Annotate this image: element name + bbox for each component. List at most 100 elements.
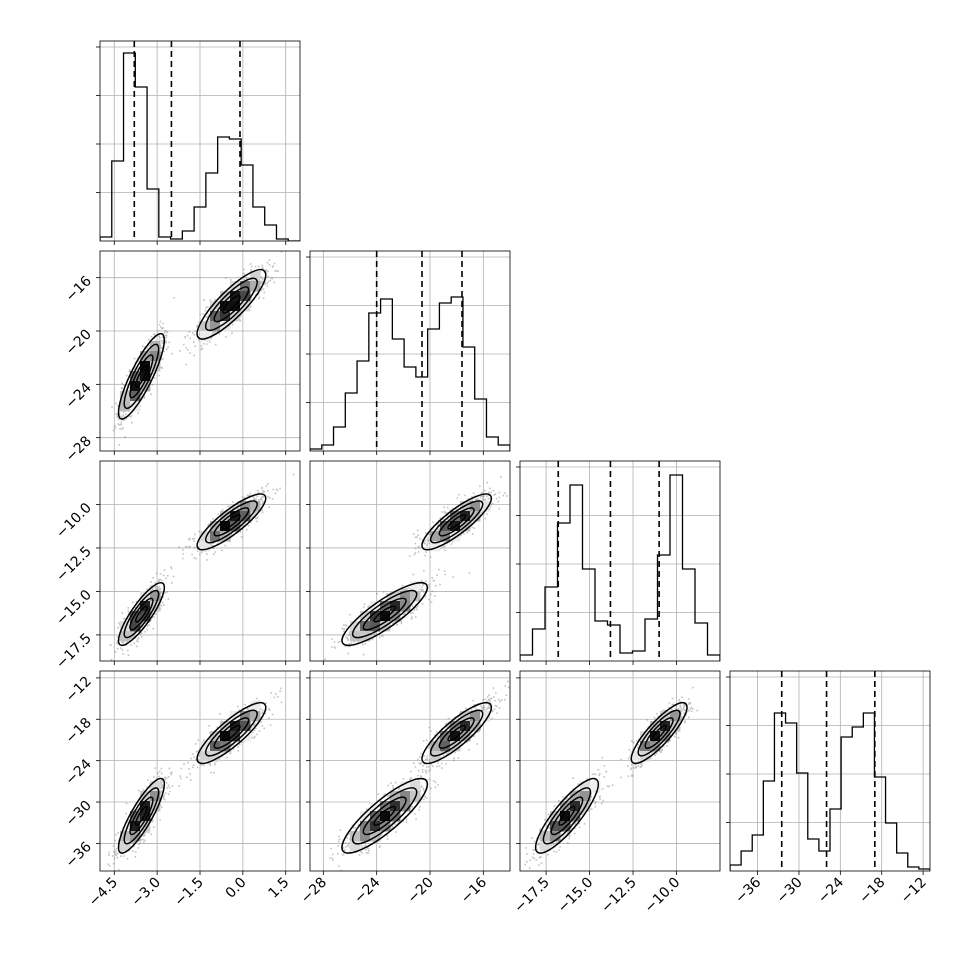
density-cell [230, 711, 241, 722]
density-cell [410, 591, 421, 602]
contour-ellipse [123, 589, 160, 639]
contour-ellipse [213, 507, 250, 537]
y-tick-label: −30 [63, 798, 95, 830]
density-cell [200, 751, 211, 762]
contour-ellipse [429, 709, 484, 757]
contour-ellipse [117, 332, 166, 420]
density-cell [560, 811, 571, 822]
contour-ellipse [204, 277, 258, 332]
y-tick-label: −24 [63, 380, 95, 412]
density-cell [570, 791, 581, 802]
density-cell [370, 601, 381, 612]
density-cell [540, 831, 551, 842]
density-cell [360, 811, 371, 822]
x-tick-label: −1.5 [171, 875, 206, 910]
density-cell [560, 801, 571, 812]
density-cell [150, 591, 161, 602]
density-cell [370, 611, 381, 622]
density-cell [650, 721, 661, 732]
density-cell [200, 331, 211, 342]
x-tick-label: −24 [815, 874, 847, 906]
density-cell [250, 701, 261, 712]
density-cell [120, 841, 131, 852]
density-cell [120, 621, 131, 632]
density-cell [650, 731, 661, 742]
density-cell [400, 591, 411, 602]
y-tick-label: −20 [63, 327, 95, 359]
y-tick-label: −16 [63, 273, 95, 305]
contour-ellipse [447, 724, 467, 742]
density-cell [550, 831, 561, 842]
density-cell [370, 621, 381, 632]
contour-ellipse [362, 796, 407, 836]
density-cell [200, 531, 211, 542]
density-cell [380, 611, 391, 622]
density-cell [250, 271, 261, 282]
density-cell [210, 751, 221, 762]
density-cell [240, 731, 251, 742]
scatter-panel-2-1 [306, 460, 511, 665]
density-cell [140, 591, 151, 602]
contour-ellipse [213, 717, 250, 749]
scatter-panel-1-0: −28 −24 −20 −16 [63, 250, 301, 465]
density-cell [430, 541, 441, 552]
contour-ellipse [196, 701, 267, 765]
density-cell [380, 811, 391, 822]
contour-ellipse [550, 796, 584, 836]
x-tick-label: −3.0 [129, 875, 164, 910]
density-cell [210, 521, 221, 532]
density-cell [630, 751, 641, 762]
contour-ellipse [123, 343, 160, 410]
contour-ellipse [134, 605, 148, 623]
density-cell [250, 501, 261, 512]
contour-ellipse [222, 514, 241, 530]
contour-ellipse [204, 709, 258, 757]
density-cell [370, 811, 381, 822]
density-cell [360, 831, 371, 842]
density-cell [670, 711, 681, 722]
density-cell [350, 631, 361, 642]
contour-ellipse [134, 364, 148, 388]
density-cell [150, 781, 161, 792]
contour-ellipse [351, 589, 418, 639]
density-cell [220, 741, 231, 752]
density-cell [570, 801, 581, 812]
contour-ellipse [362, 597, 407, 631]
x-tick-label: −28 [298, 875, 330, 907]
histogram-steps [100, 52, 300, 241]
panel-frame [309, 670, 511, 872]
y-tick-label: −12.5 [53, 543, 95, 585]
density-cell [390, 791, 401, 802]
contour-ellipse [421, 493, 493, 551]
scatter-panel-3-2: −17.5 −15.0 −12.5 −10.0 [511, 670, 721, 917]
x-tick-label: −17.5 [511, 875, 553, 917]
histogram-panel-3: −36 −30 −24 −18 −12 [726, 670, 931, 907]
scatter-panel-3-0: −4.5 −3.0 −1.5 0.0 1.5 −36 −30 −24 −18 −12 [63, 670, 301, 910]
density-cell [130, 621, 141, 632]
x-tick-label: −18 [856, 875, 888, 907]
contour-ellipse [222, 294, 241, 314]
contour-ellipse [429, 500, 484, 544]
density-cell [430, 741, 441, 752]
contour-ellipse [222, 724, 241, 742]
density-cell [360, 621, 371, 632]
density-cell [250, 711, 261, 722]
x-tick-label: −12.5 [598, 875, 640, 917]
density-cell [140, 811, 151, 822]
x-tick-label: −12 [898, 875, 930, 907]
density-cell [410, 781, 421, 792]
histogram-panel-1 [306, 250, 511, 455]
density-cell [220, 311, 231, 322]
density-cell [540, 841, 551, 852]
panel-frame [729, 670, 931, 872]
contour-ellipse [651, 724, 667, 742]
histogram-panel-2 [516, 460, 721, 665]
density-cell [230, 281, 241, 292]
density-cell [240, 301, 251, 312]
panel-frame [519, 670, 721, 872]
contour-ellipse [637, 709, 681, 757]
density-cell [640, 751, 651, 762]
density-cell [560, 821, 571, 832]
density-cell [410, 581, 421, 592]
